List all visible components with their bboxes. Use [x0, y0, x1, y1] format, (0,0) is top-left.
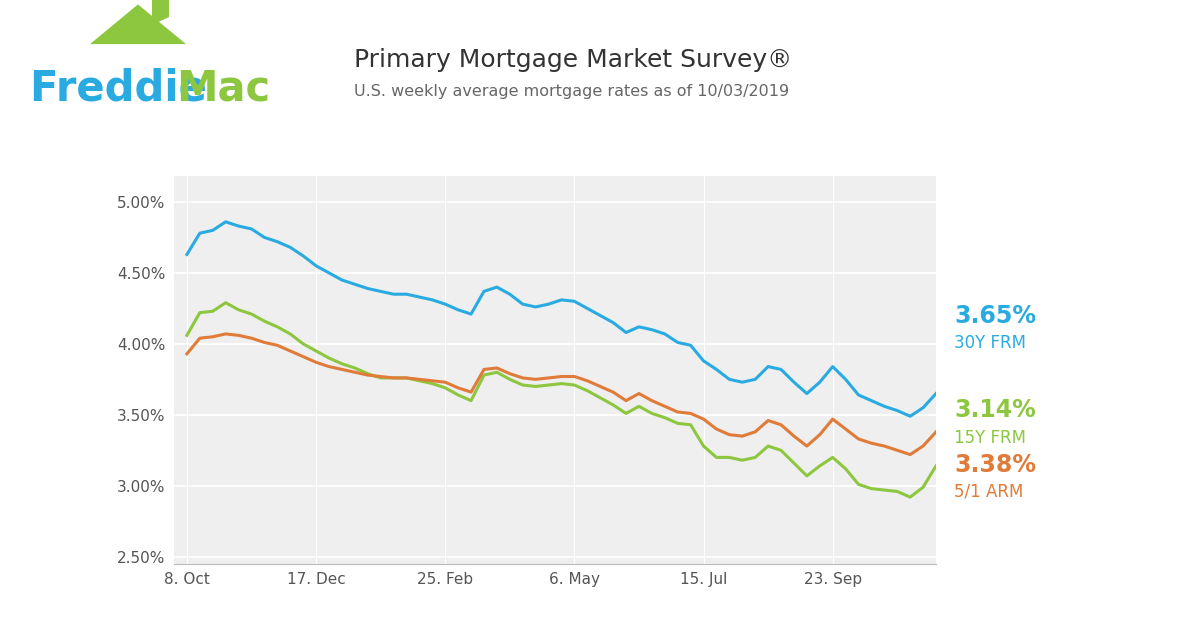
Text: 30Y FRM: 30Y FRM	[954, 334, 1026, 352]
Text: 3.65%: 3.65%	[954, 304, 1036, 328]
Text: 15Y FRM: 15Y FRM	[954, 428, 1026, 447]
Text: 3.14%: 3.14%	[954, 399, 1036, 423]
Text: 5/1 ARM: 5/1 ARM	[954, 483, 1024, 501]
Text: Mac: Mac	[176, 67, 270, 109]
Text: Primary Mortgage Market Survey®: Primary Mortgage Market Survey®	[354, 48, 792, 72]
Text: 3.38%: 3.38%	[954, 452, 1036, 477]
Text: Freddie: Freddie	[30, 67, 221, 109]
Text: U.S. weekly average mortgage rates as of 10/03/2019: U.S. weekly average mortgage rates as of…	[354, 84, 790, 99]
